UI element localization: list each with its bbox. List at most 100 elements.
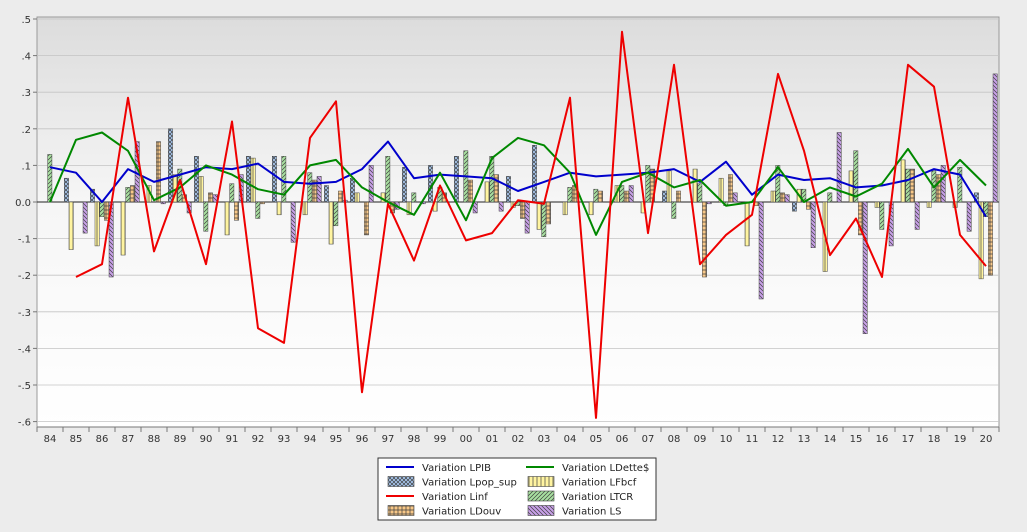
- bar: [64, 177, 69, 203]
- bar: [276, 201, 282, 216]
- y-tick-label: .4: [21, 52, 31, 63]
- bar: [541, 201, 547, 238]
- bar: [82, 201, 88, 234]
- x-tick-label: 16: [876, 434, 889, 445]
- bar: [125, 187, 131, 203]
- bar: [992, 73, 998, 203]
- bar: [411, 192, 417, 203]
- x-tick-label: 86: [96, 434, 109, 445]
- legend-item: Variation LDette$: [526, 463, 649, 474]
- x-tick-label: 08: [668, 434, 681, 445]
- bar: [428, 165, 433, 203]
- bar: [858, 201, 863, 236]
- y-tick-label: -.1: [18, 235, 31, 246]
- legend: Variation LPIB Variation LDette$ Variation…: [377, 457, 657, 521]
- bar: [874, 201, 880, 208]
- bar: [926, 201, 932, 208]
- bar: [940, 165, 946, 203]
- bar: [806, 201, 811, 210]
- bar: [732, 192, 738, 203]
- y-tick-label: .2: [21, 125, 31, 136]
- bar: [406, 201, 412, 216]
- x-tick-label: 92: [252, 434, 265, 445]
- y-tick-label: .1: [21, 161, 31, 172]
- y-tick-label: -.4: [18, 344, 31, 355]
- y-tick-label: -.3: [18, 308, 31, 319]
- series-line: [49, 131, 987, 236]
- bar: [784, 194, 790, 203]
- bar: [338, 190, 343, 203]
- x-tick-label: 96: [356, 434, 369, 445]
- bar: [662, 190, 667, 203]
- legend-item: Variation LFbcf: [527, 476, 637, 489]
- x-tick-label: 06: [616, 434, 629, 445]
- bar: [966, 201, 972, 232]
- bar: [255, 201, 261, 219]
- legend-swatch: [387, 505, 415, 516]
- x-tick-label: 09: [694, 434, 707, 445]
- x-tick-label: 17: [902, 434, 915, 445]
- bar: [810, 201, 816, 248]
- bar: [728, 174, 733, 203]
- bar: [506, 176, 511, 203]
- bar: [546, 201, 551, 225]
- y-tick-label: .3: [21, 88, 31, 99]
- bar: [744, 201, 750, 247]
- bar: [827, 192, 833, 203]
- y-tick-label: .5: [21, 15, 31, 26]
- bar: [758, 201, 764, 300]
- legend-item: Variation LTCR: [527, 490, 633, 503]
- bar: [354, 192, 360, 203]
- y-tick-label: -.2: [18, 271, 31, 282]
- x-tick-label: 14: [824, 434, 837, 445]
- bar: [879, 201, 885, 230]
- bar: [302, 201, 308, 216]
- bar: [272, 156, 277, 203]
- bar: [224, 201, 230, 236]
- bar: [350, 177, 355, 203]
- bar: [532, 145, 537, 203]
- bar: [775, 165, 781, 203]
- bar: [454, 156, 459, 203]
- x-tick-label: 95: [330, 434, 343, 445]
- y-tick-label: -.5: [18, 381, 31, 392]
- bar: [94, 201, 100, 247]
- line-series: [49, 30, 987, 419]
- legend-label: Variation LS: [562, 507, 621, 518]
- x-tick-label: 01: [486, 434, 499, 445]
- legend-label: Variation LDouv: [422, 507, 501, 518]
- bar: [494, 174, 499, 203]
- bar: [246, 156, 251, 203]
- x-tick-label: 11: [746, 434, 759, 445]
- bar: [536, 201, 542, 230]
- bar: [208, 192, 213, 203]
- bar: [402, 166, 407, 203]
- bar: [905, 168, 911, 203]
- x-tick-label: 93: [278, 434, 291, 445]
- bar: [910, 168, 915, 203]
- series-line: [49, 140, 987, 218]
- bar: [624, 190, 629, 203]
- bar: [593, 188, 599, 203]
- bar: [324, 185, 329, 203]
- bar: [312, 179, 317, 203]
- legend-swatch: [527, 490, 555, 502]
- bar: [498, 201, 504, 212]
- bar: [978, 201, 984, 280]
- bar: [692, 168, 698, 203]
- bar: [120, 201, 126, 256]
- x-tick-label: 03: [538, 434, 551, 445]
- bar: [792, 201, 797, 212]
- bar: [957, 166, 963, 203]
- bar: [645, 165, 651, 203]
- bar: [194, 156, 199, 203]
- legend-item: Variation Lpop_sup: [387, 476, 517, 489]
- legend-item: Variation LDouv: [387, 505, 501, 518]
- bar: [853, 150, 859, 203]
- x-tick-label: 89: [174, 434, 187, 445]
- bar: [328, 201, 334, 245]
- bar: [770, 190, 776, 203]
- bar: [836, 132, 842, 203]
- legend-swatch: [387, 476, 415, 487]
